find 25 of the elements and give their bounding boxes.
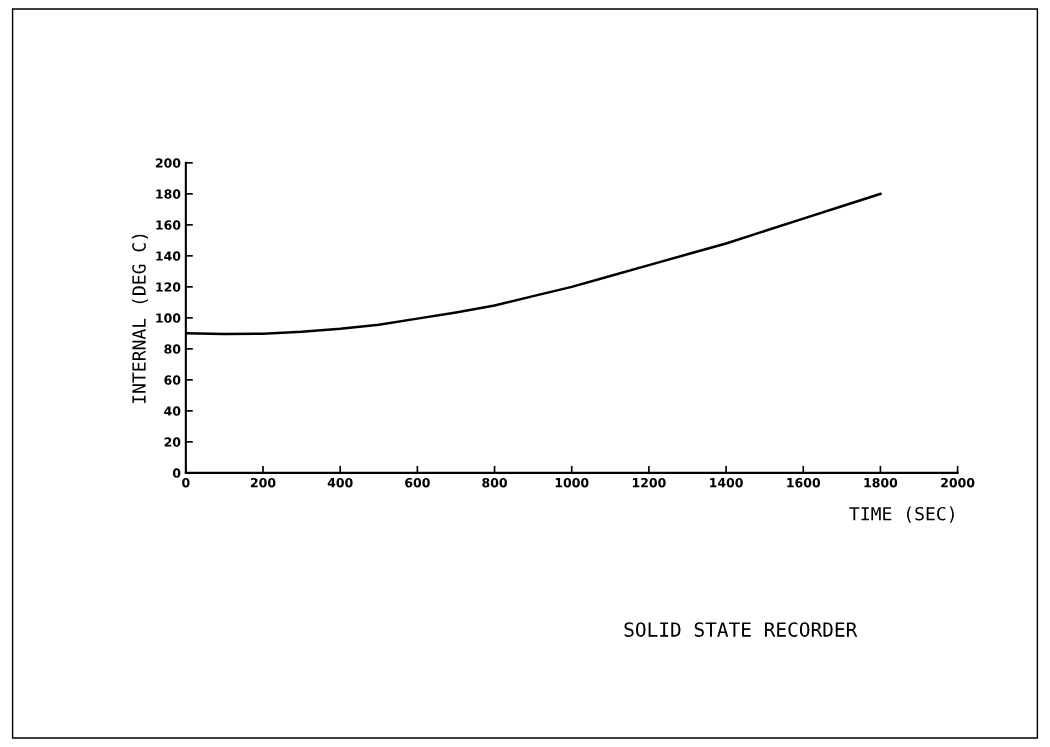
x-axis-title: TIME (SEC) <box>849 506 954 523</box>
y-tick-label: 60 <box>164 375 181 385</box>
y-tick-label: 140 <box>156 251 181 261</box>
y-tick-label: 20 <box>164 437 181 447</box>
x-tick-label: 1400 <box>710 477 743 488</box>
y-tick-label: 200 <box>155 158 181 168</box>
x-tick-label: 2000 <box>941 477 975 488</box>
y-tick-label: 180 <box>156 189 181 199</box>
x-tick-label: 1600 <box>787 477 821 488</box>
y-tick-label: 40 <box>164 406 181 416</box>
x-tick-label: 1200 <box>632 477 666 488</box>
x-tick-label: 1000 <box>555 477 589 488</box>
x-tick-label: 0 <box>182 477 190 488</box>
x-tick-label: 400 <box>327 477 353 488</box>
y-axis-title: INTERNAL (DEG C) <box>131 234 148 404</box>
x-tick-label: 1800 <box>864 477 898 488</box>
y-tick-label: 100 <box>156 313 181 323</box>
text: SOLID STATE RECORDER <box>624 622 858 637</box>
x-tick-label: 200 <box>250 477 276 488</box>
y-tick-label: 160 <box>156 220 181 230</box>
x-tick-label: 800 <box>482 477 507 488</box>
y-tick-label: 0 <box>172 468 181 478</box>
y-tick-label: 120 <box>156 282 181 292</box>
y-tick-label: 80 <box>164 344 181 354</box>
x-tick-label: 600 <box>405 477 430 488</box>
